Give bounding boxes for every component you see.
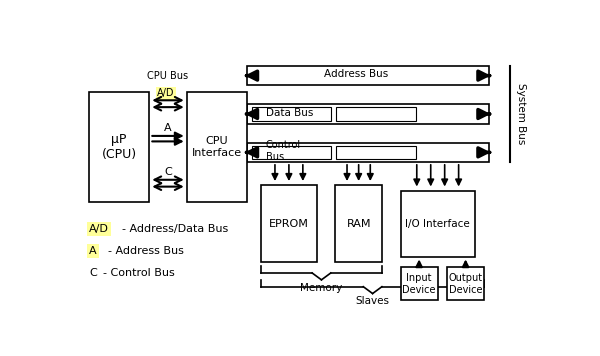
FancyBboxPatch shape (89, 92, 149, 202)
Text: - Control Bus: - Control Bus (103, 268, 175, 278)
Text: Output
Device: Output Device (449, 273, 482, 295)
Text: Address Bus: Address Bus (324, 69, 388, 79)
Text: I/O Interface: I/O Interface (406, 219, 470, 229)
Text: A/D: A/D (89, 224, 109, 234)
Text: Input
Device: Input Device (403, 273, 436, 295)
Text: CPU Bus: CPU Bus (148, 71, 188, 81)
Text: A/D: A/D (157, 88, 175, 98)
FancyBboxPatch shape (252, 146, 331, 159)
Text: CPU
Interface: CPU Interface (192, 136, 242, 158)
FancyBboxPatch shape (247, 104, 489, 124)
Text: - Address/Data Bus: - Address/Data Bus (121, 224, 228, 234)
FancyBboxPatch shape (187, 92, 247, 202)
FancyBboxPatch shape (401, 267, 438, 300)
Text: EPROM: EPROM (269, 219, 309, 229)
Text: A: A (89, 246, 97, 256)
FancyBboxPatch shape (336, 146, 416, 159)
FancyBboxPatch shape (247, 66, 489, 85)
Text: A: A (164, 123, 172, 133)
FancyBboxPatch shape (401, 191, 475, 257)
Text: C: C (164, 167, 172, 177)
FancyBboxPatch shape (261, 185, 317, 262)
Text: C: C (89, 268, 97, 278)
Text: System Bus: System Bus (517, 83, 526, 145)
FancyBboxPatch shape (252, 107, 331, 121)
FancyBboxPatch shape (247, 143, 489, 162)
Text: Data Bus: Data Bus (266, 108, 313, 117)
Text: μP
(CPU): μP (CPU) (101, 133, 137, 161)
Text: Memory: Memory (301, 283, 343, 293)
Text: Slaves: Slaves (356, 296, 389, 306)
FancyBboxPatch shape (336, 107, 416, 121)
Text: RAM: RAM (346, 219, 371, 229)
Text: Control
Bus: Control Bus (266, 140, 301, 162)
Text: - Address Bus: - Address Bus (107, 246, 184, 256)
FancyBboxPatch shape (447, 267, 484, 300)
FancyBboxPatch shape (335, 185, 382, 262)
